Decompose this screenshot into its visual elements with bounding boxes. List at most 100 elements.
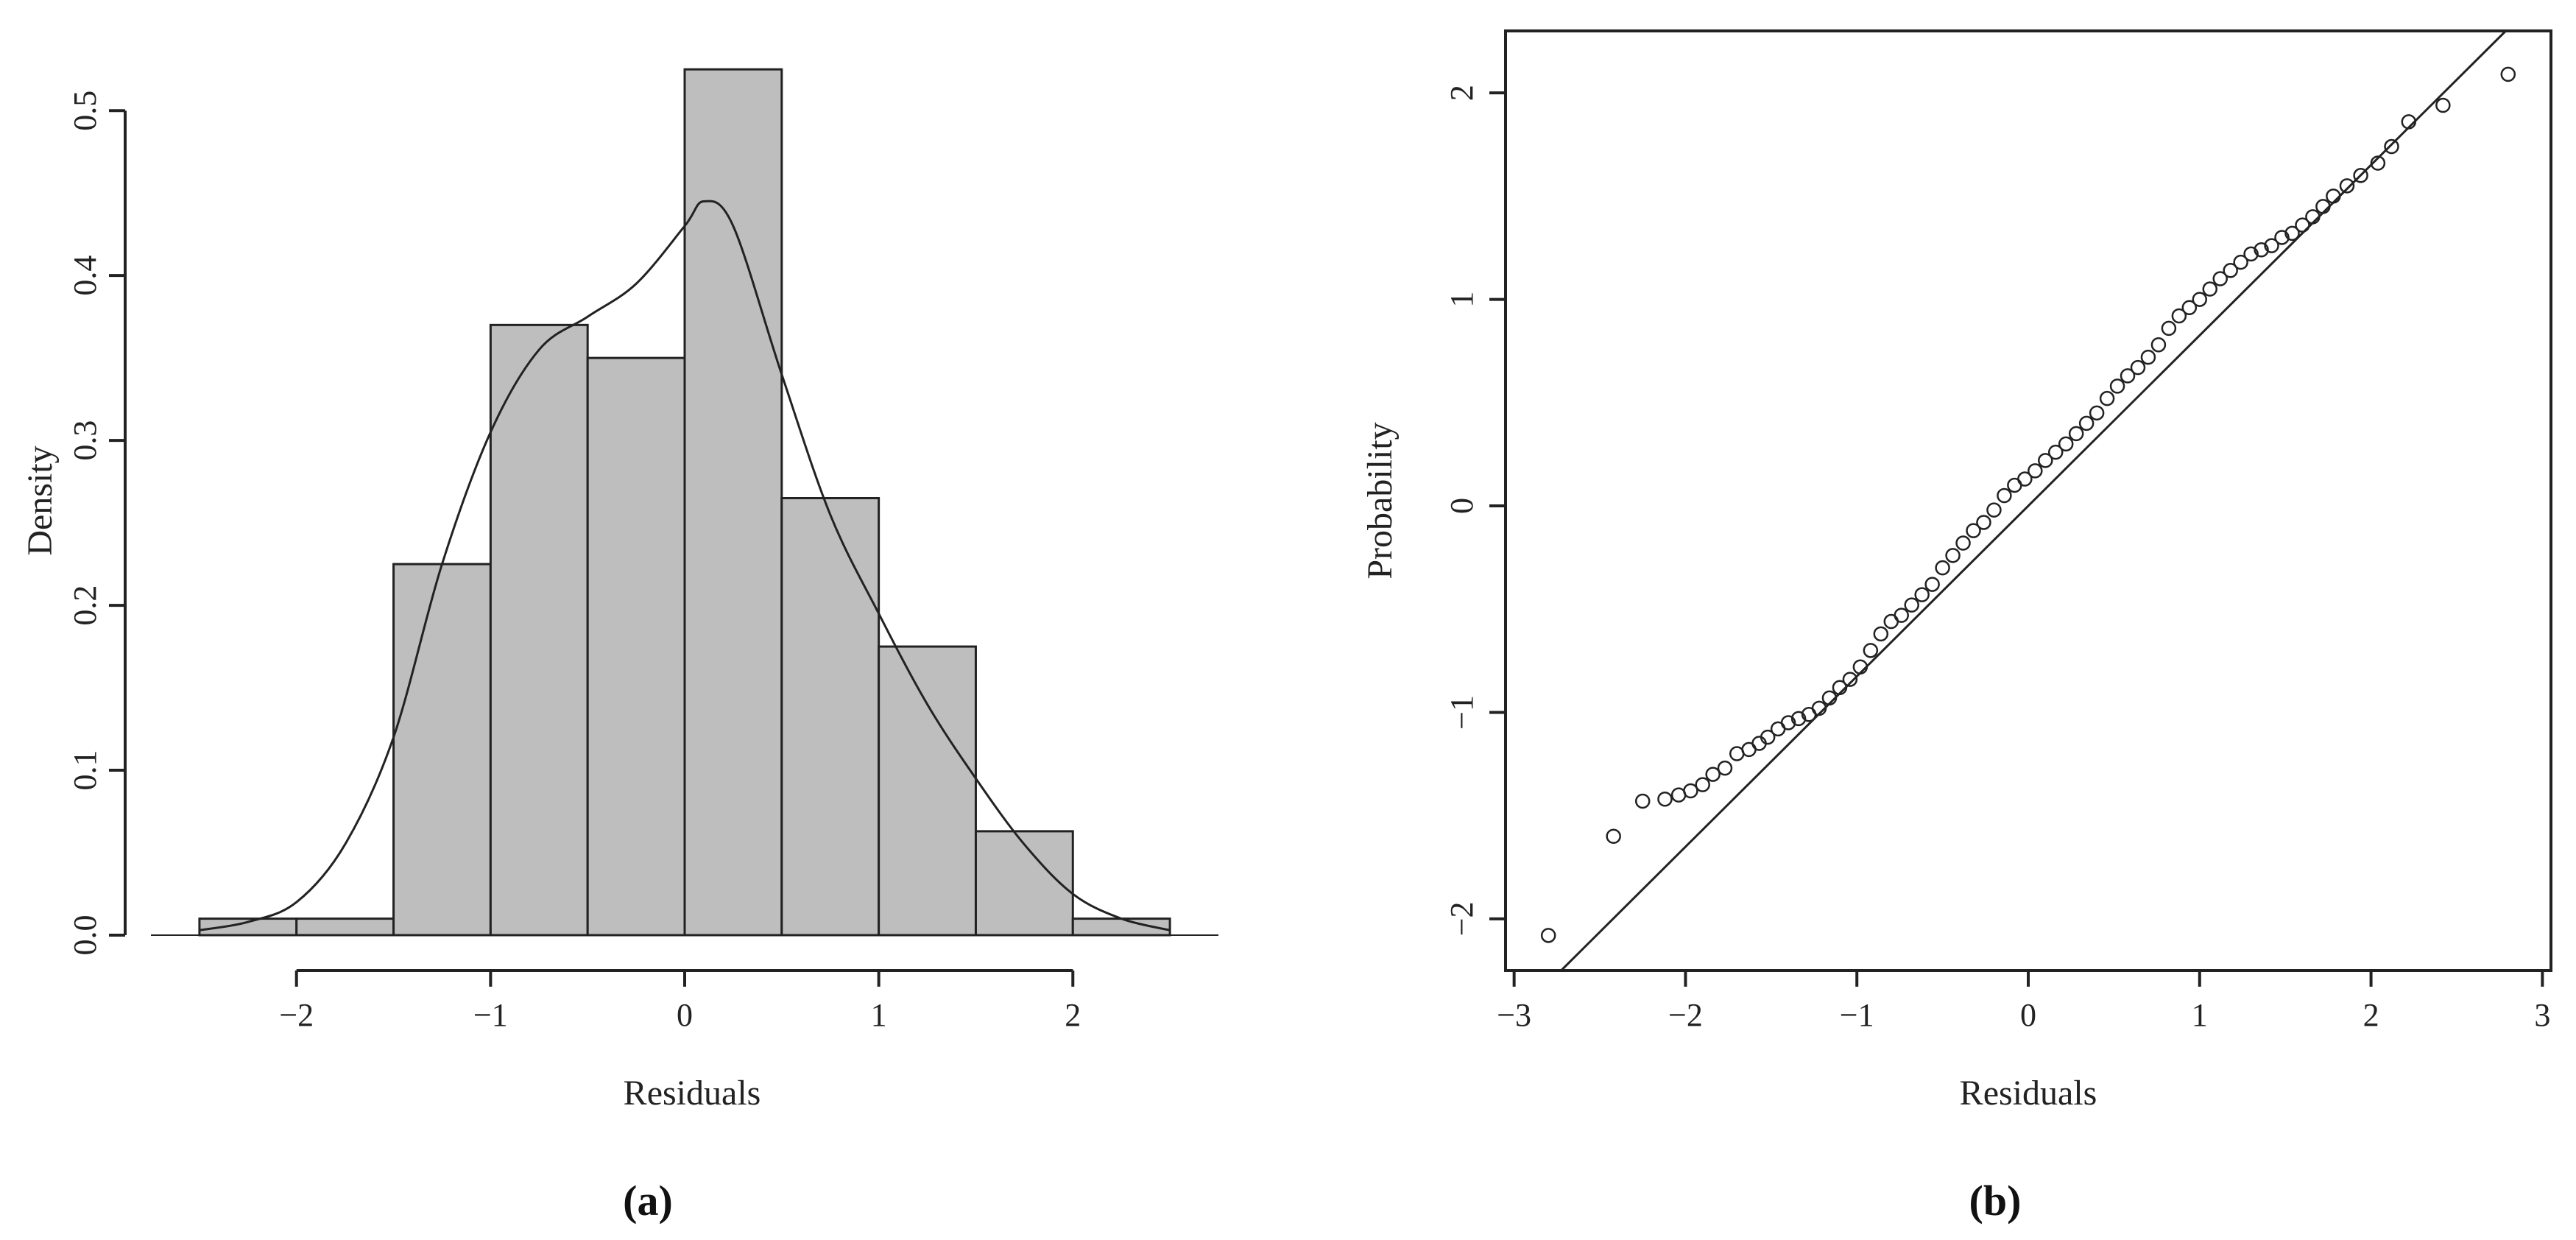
qq-point: [2120, 368, 2136, 384]
y-tick-label: −1: [1444, 695, 1480, 730]
qq-point: [2089, 405, 2105, 421]
x-tick-label: −2: [1668, 997, 1703, 1033]
qq-point: [1894, 607, 1909, 623]
y-tick-label: −2: [1444, 901, 1480, 936]
histogram-bar: [392, 563, 492, 937]
x-axis: −3 −2 −1 0 1 2 3: [1497, 970, 2550, 1033]
y-axis: −2 −1 0 1 2: [1444, 85, 1506, 936]
qq-point: [2435, 97, 2451, 113]
histogram-panel: −2 −1 0 1 2 0.0 0.1 0.2 0.3 0.4 0.5 Residuals Den…: [21, 68, 1218, 1225]
y-tick-label: 0.3: [67, 420, 103, 461]
qq-point: [1966, 523, 1981, 538]
qq-point: [1695, 777, 1710, 792]
qq-point: [2140, 349, 2156, 365]
qq-point: [1904, 597, 1919, 613]
qq-point: [1717, 760, 1733, 776]
qq-point: [2305, 209, 2321, 225]
x-tick-label: 1: [2192, 997, 2208, 1033]
qq-point: [2192, 292, 2208, 307]
qq-plot-panel: −3 −2 −1 0 1 2 3 −2 −1 0 1 2 Residuals Probability…: [1361, 29, 2552, 1225]
y-tick-label: 0.0: [67, 915, 103, 956]
y-tick-label: 0.5: [67, 91, 103, 131]
qq-point: [1852, 659, 1869, 675]
qq-point: [2130, 359, 2146, 376]
qq-point: [1935, 560, 1950, 576]
qq-point: [1924, 577, 1940, 592]
x-axis: −2 −1 0 1 2: [279, 969, 1081, 1033]
qq-point: [2028, 463, 2043, 479]
qq-points: [1540, 66, 2516, 943]
x-tick-label: 2: [2363, 997, 2379, 1033]
qq-point: [2295, 217, 2310, 233]
x-tick-label: −2: [279, 997, 314, 1033]
y-tick-label: 0.4: [67, 256, 103, 296]
qq-point: [1997, 487, 2012, 504]
qq-point: [1780, 715, 1796, 730]
qq-point: [1811, 700, 1827, 716]
y-tick-label: 1: [1444, 292, 1480, 308]
qq-point: [1634, 793, 1651, 809]
y-axis: 0.0 0.1 0.2 0.3 0.4 0.5: [67, 91, 127, 956]
histogram-bar: [295, 917, 395, 937]
qq-point: [2353, 168, 2368, 183]
x-tick-label: −1: [1840, 997, 1874, 1033]
qq-point: [1606, 828, 1621, 844]
plot-frame: [1504, 29, 2552, 972]
qq-point: [2243, 246, 2259, 262]
histogram-bar: [878, 645, 977, 937]
qq-point: [1821, 690, 1838, 706]
histogram-bars: [151, 68, 1218, 937]
qq-point: [2099, 390, 2115, 406]
qq-point: [2223, 263, 2238, 278]
qq-point: [1873, 626, 1889, 642]
y-axis-title: Probability: [1361, 422, 1400, 579]
histogram-bar: [974, 830, 1074, 937]
qq-point: [1842, 672, 1858, 687]
qq-point: [2284, 225, 2300, 242]
qq-point: [2254, 242, 2269, 258]
x-tick-label: −1: [473, 997, 508, 1033]
qq-point: [1863, 643, 1879, 658]
y-tick-label: 0.2: [67, 585, 103, 626]
qq-point: [1955, 535, 1971, 551]
qq-point: [1914, 587, 1930, 602]
x-tick-label: 3: [2534, 997, 2550, 1033]
qq-point: [2017, 471, 2033, 487]
histogram-bar: [489, 323, 589, 937]
x-axis-title: Residuals: [624, 1074, 761, 1113]
qq-point: [2274, 230, 2290, 245]
histogram-bar: [586, 356, 686, 937]
qq-point: [2401, 114, 2417, 130]
qq-point: [1760, 729, 1776, 745]
reference-line: [1560, 29, 2507, 972]
qq-point: [1976, 515, 1991, 530]
qq-point: [2181, 300, 2198, 316]
qq-point: [1657, 791, 1673, 807]
histogram-bar: [683, 68, 783, 937]
qq-point: [1540, 928, 1556, 943]
x-tick-label: −3: [1497, 997, 1531, 1033]
qq-point: [2171, 308, 2187, 324]
qq-point: [2326, 189, 2341, 204]
x-tick-label: 0: [2020, 997, 2036, 1033]
y-tick-label: 2: [1444, 85, 1480, 101]
x-tick-label: 2: [1065, 997, 1081, 1033]
density-curve: [199, 200, 1171, 931]
qq-point: [2078, 415, 2095, 431]
panel-label-a: (a): [623, 1177, 673, 1225]
qq-point: [2212, 271, 2228, 286]
qq-point: [2047, 444, 2064, 460]
qq-point: [2384, 138, 2399, 155]
x-axis-title: Residuals: [1960, 1074, 2097, 1113]
qq-point: [2202, 281, 2218, 297]
qq-point: [2150, 337, 2167, 353]
qq-point: [2038, 453, 2053, 468]
x-tick-label: 1: [871, 997, 887, 1033]
qq-point: [2500, 66, 2516, 82]
qq-point: [2161, 320, 2177, 337]
qq-point: [2058, 436, 2074, 452]
qq-point: [2339, 178, 2355, 194]
histogram-bar: [780, 497, 881, 937]
qq-point: [2315, 199, 2331, 214]
